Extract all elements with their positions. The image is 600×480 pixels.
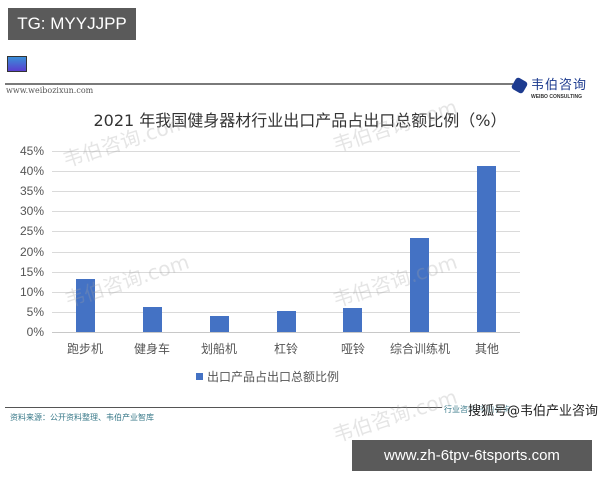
legend: 出口产品占出口总额比例 [196, 368, 339, 385]
logo-chinese-text: 韦伯咨询 [531, 78, 588, 93]
gridline [52, 171, 520, 172]
gridline [52, 332, 520, 333]
legend-label: 出口产品占出口总额比例 [207, 370, 340, 384]
y-tick-label: 10% [19, 285, 44, 299]
tg-badge: TG: MYYJJPP [8, 8, 136, 40]
brand-square-icon [7, 56, 27, 72]
gridline [52, 211, 520, 212]
bar[interactable] [210, 316, 229, 332]
gridline [52, 191, 520, 192]
weibo-logo: 韦伯咨询 WEIBO CONSULTING [510, 74, 598, 104]
legend-swatch-icon [196, 373, 203, 380]
bar[interactable] [76, 279, 95, 332]
gridline [52, 231, 520, 232]
plot-area [52, 151, 520, 333]
x-tick-label: 杠铃 [273, 342, 298, 356]
y-tick-label: 20% [19, 245, 44, 259]
bar[interactable] [277, 311, 296, 332]
chart-title: 2021 年我国健身器材行业出口产品占出口总额比例（%） [93, 111, 507, 130]
gridline [52, 272, 520, 273]
y-tick-label: 40% [19, 164, 44, 178]
gridline [52, 292, 520, 293]
logo-english-text: WEIBO CONSULTING [531, 94, 583, 100]
x-tick-label: 综合训练机 [389, 342, 450, 356]
gridline [52, 252, 520, 253]
x-tick-label: 划船机 [200, 342, 237, 356]
header-divider [5, 83, 513, 85]
y-tick-label: 5% [26, 305, 44, 319]
footer-brand-text: 行业咨询 韦伯咨询 [444, 405, 511, 414]
site-url: www.weibozixun.com [6, 86, 94, 95]
source-note: 资料来源：公开资料整理、韦伯产业智库 [10, 413, 154, 422]
y-tick-label: 30% [19, 204, 44, 218]
x-tick-label: 哑铃 [340, 342, 365, 356]
y-tick-label: 25% [19, 224, 44, 238]
y-tick-label: 45% [19, 144, 44, 158]
bar[interactable] [143, 307, 162, 332]
x-tick-label: 健身车 [133, 342, 170, 356]
hexagon-logo-icon [510, 76, 529, 95]
footer-divider [5, 407, 442, 408]
y-tick-label: 15% [19, 265, 44, 279]
bar[interactable] [410, 238, 429, 332]
y-tick-label: 35% [19, 184, 44, 198]
x-tick-label: 其他 [474, 342, 499, 356]
x-tick-label: 跑步机 [66, 342, 103, 356]
url-banner[interactable]: www.zh-6tpv-6tsports.com [352, 440, 592, 471]
gridline [52, 151, 520, 152]
bar[interactable] [477, 166, 496, 332]
watermark: 韦伯咨询.com [329, 384, 461, 448]
y-tick-label: 0% [26, 325, 44, 339]
bar[interactable] [343, 308, 362, 332]
sohu-watermark: 搜狐号@韦伯产业咨询 [468, 404, 599, 419]
